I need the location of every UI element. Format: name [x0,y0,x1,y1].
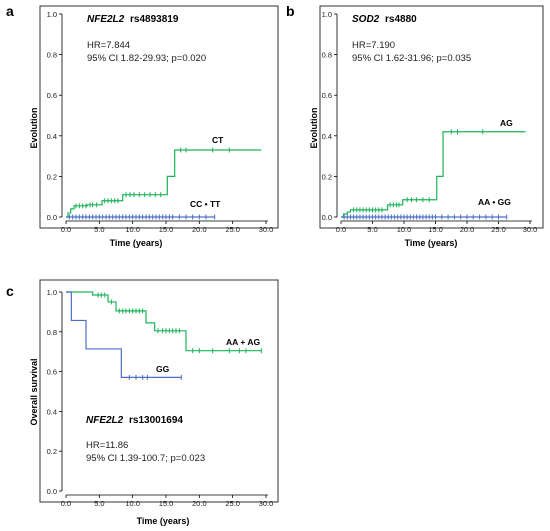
axis-ticks-b: 0.0 0.2 0.4 0.6 0.8 1.0 0.0 5.0 10.0 15.0 20.0 25.0… [322,10,538,234]
gene-name-a: NFE2L2 [87,14,125,25]
series-label-b-ag: AG [500,118,513,128]
y-tick-label: 0.0 [322,213,332,222]
x-tick-label: 5.0 [94,225,104,234]
axis-ticks-a: 0.0 0.2 0.4 0.6 0.8 1.0 0.0 5.0 10.0 15.0 20.0 25.0… [47,10,274,234]
panel-a: a NFE2L2 rs4893819 HR=7.844 95% CI 1.82-… [6,3,279,248]
x-tick-label: 30.0 [523,225,538,234]
hazard-ratio-b: HR=7.190 [352,40,395,51]
x-tick-label: 30.0 [259,225,274,234]
y-tick-label: 0.2 [47,447,57,456]
gene-name-b: SOD2 [352,14,380,25]
x-tick-label: 10.0 [397,225,412,234]
y-axis-label-a: Evolution [29,108,39,149]
km-curve-a-0 [66,149,262,218]
y-tick-label: 0.8 [47,51,57,60]
y-tick-label: 0.0 [47,213,57,222]
snp-id-a: rs4893819 [130,14,179,25]
x-axis-label-a: Time (years) [110,238,163,248]
x-axis-label-b: Time (years) [405,238,458,248]
x-tick-label: 25.0 [491,225,506,234]
y-axis-label-c: Overall survival [29,358,39,425]
axis-ticks-c: 0.0 0.2 0.4 0.6 0.8 1.0 0.0 5.0 10.0 15.0 20.0 25.0… [47,288,274,508]
x-tick-label: 0.0 [61,499,71,508]
y-tick-label: 0.6 [47,368,57,377]
y-tick-label: 0.6 [322,91,332,100]
y-tick-label: 0.2 [322,172,332,181]
x-tick-label: 20.0 [192,499,207,508]
y-tick-label: 0.8 [47,328,57,337]
x-tick-label: 10.0 [125,499,140,508]
plot-area-a [66,147,262,220]
panel-b: b SOD2 rs4880 HR=7.190 95% CI 1.62-31.96… [286,3,544,248]
x-tick-label: 30.0 [259,499,274,508]
series-label-b-aa-gg: AA • GG [478,197,511,207]
y-tick-label: 0.0 [47,487,57,496]
x-tick-label: 15.0 [159,499,174,508]
plot-area-b [341,129,526,220]
x-tick-label: 25.0 [225,499,240,508]
confidence-interval-b: 95% CI 1.62-31.96; p=0.035 [352,53,471,64]
series-label-a-ct: CT [212,135,224,145]
snp-label-b: SOD2 rs4880 [352,14,417,25]
y-axis-label-b: Evolution [309,108,319,149]
hazard-ratio-c: HR=11.86 [86,440,128,451]
snp-id-c: rs13001694 [129,415,183,426]
confidence-interval-a: 95% CI 1.82-29.93; p=0.020 [87,53,206,64]
y-tick-label: 1.0 [47,10,57,19]
km-curve-c-1 [66,291,182,378]
y-tick-label: 0.4 [47,132,57,141]
km-curve-c-0 [66,291,262,352]
x-tick-label: 0.0 [336,225,346,234]
x-tick-label: 25.0 [225,225,240,234]
snp-id-b: rs4880 [385,14,417,25]
x-axis-label-c: Time (years) [137,516,190,526]
x-tick-label: 5.0 [367,225,377,234]
panel-label-b: b [286,3,295,19]
x-tick-label: 15.0 [428,225,443,234]
y-tick-label: 0.6 [47,91,57,100]
y-tick-label: 0.8 [322,51,332,60]
km-curve-b-0 [341,131,526,218]
x-tick-label: 15.0 [159,225,174,234]
x-tick-label: 5.0 [94,499,104,508]
gene-name-c: NFE2L2 [86,415,124,426]
y-tick-label: 1.0 [47,288,57,297]
x-tick-label: 20.0 [192,225,207,234]
panel-label-a: a [6,3,14,19]
y-tick-label: 0.4 [47,407,57,416]
hazard-ratio-a: HR=7.844 [87,40,130,51]
snp-label-a: NFE2L2 rs4893819 [87,14,179,25]
panel-label-c: c [6,283,14,299]
plot-frame-c [39,279,279,503]
plot-frame-b [319,5,544,229]
snp-label-c: NFE2L2 rs13001694 [86,415,183,426]
panel-c: c NFE2L2 rs13001694 HR=11.86 95% CI 1.39… [6,279,279,526]
plot-frame-a [39,5,279,229]
series-label-c-aa-ag: AA + AG [226,337,260,347]
series-label-a-cc-tt: CC • TT [190,199,221,209]
y-tick-label: 0.2 [47,172,57,181]
x-tick-label: 10.0 [125,225,140,234]
x-tick-label: 0.0 [61,225,71,234]
y-tick-label: 1.0 [322,10,332,19]
y-tick-label: 0.4 [322,132,332,141]
plot-area-c [66,291,262,380]
x-tick-label: 20.0 [460,225,475,234]
confidence-interval-c: 95% CI 1.39-100.7; p=0.023 [86,453,205,464]
series-label-c-gg: GG [156,364,170,374]
